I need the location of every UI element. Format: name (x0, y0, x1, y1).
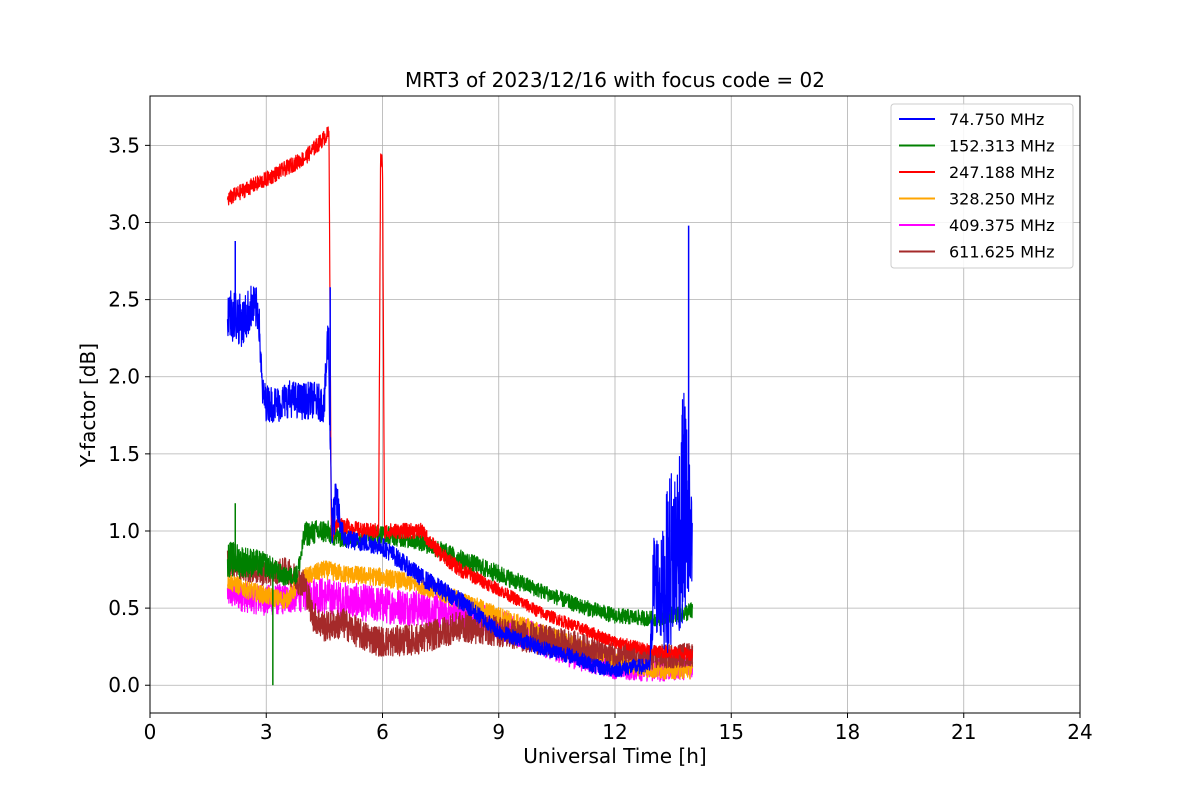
y-tick-label: 2.5 (108, 288, 140, 312)
y-tick-label: 2.0 (108, 365, 140, 389)
legend-label: 247.188 MHz (949, 163, 1054, 182)
x-tick-label: 3 (260, 720, 273, 744)
legend-label: 611.625 MHz (949, 243, 1054, 262)
y-tick-label: 0.5 (108, 596, 140, 620)
x-tick-label: 9 (492, 720, 505, 744)
x-tick-label: 6 (376, 720, 389, 744)
x-tick-label: 0 (144, 720, 157, 744)
x-tick-label: 12 (602, 720, 627, 744)
x-axis-label: Universal Time [h] (523, 744, 706, 768)
x-tick-label: 21 (951, 720, 976, 744)
y-axis-ticks: 0.0 0.5 1.0 1.5 2.0 2.5 3.0 3.5 (108, 133, 150, 697)
chart-title: MRT3 of 2023/12/16 with focus code = 02 (405, 68, 825, 92)
y-tick-label: 1.0 (108, 519, 140, 543)
series-line-5 (226, 550, 694, 670)
y-tick-label: 3.5 (108, 133, 140, 157)
legend-label: 152.313 MHz (949, 137, 1054, 156)
x-tick-label: 18 (835, 720, 860, 744)
y-tick-label: 0.0 (108, 673, 140, 697)
legend: 74.750 MHz 152.313 MHz 247.188 MHz 328.250 … (890, 103, 1074, 269)
series-line-1 (226, 520, 694, 627)
y-tick-label: 3.0 (108, 210, 140, 234)
legend-label: 409.375 MHz (949, 216, 1054, 235)
y-axis-label: Y-factor [dB] (76, 343, 100, 468)
x-tick-label: 24 (1067, 720, 1092, 744)
x-axis-ticks: 0 3 6 9 12 15 18 21 24 (144, 713, 1093, 744)
y-tick-label: 1.5 (108, 442, 140, 466)
legend-label: 74.750 MHz (949, 110, 1044, 129)
legend-box (890, 103, 1074, 269)
plot-area (226, 126, 694, 686)
x-tick-label: 15 (719, 720, 744, 744)
series-line-2 (226, 126, 694, 661)
series-line-0 (226, 285, 694, 678)
legend-label: 328.250 MHz (949, 190, 1054, 209)
